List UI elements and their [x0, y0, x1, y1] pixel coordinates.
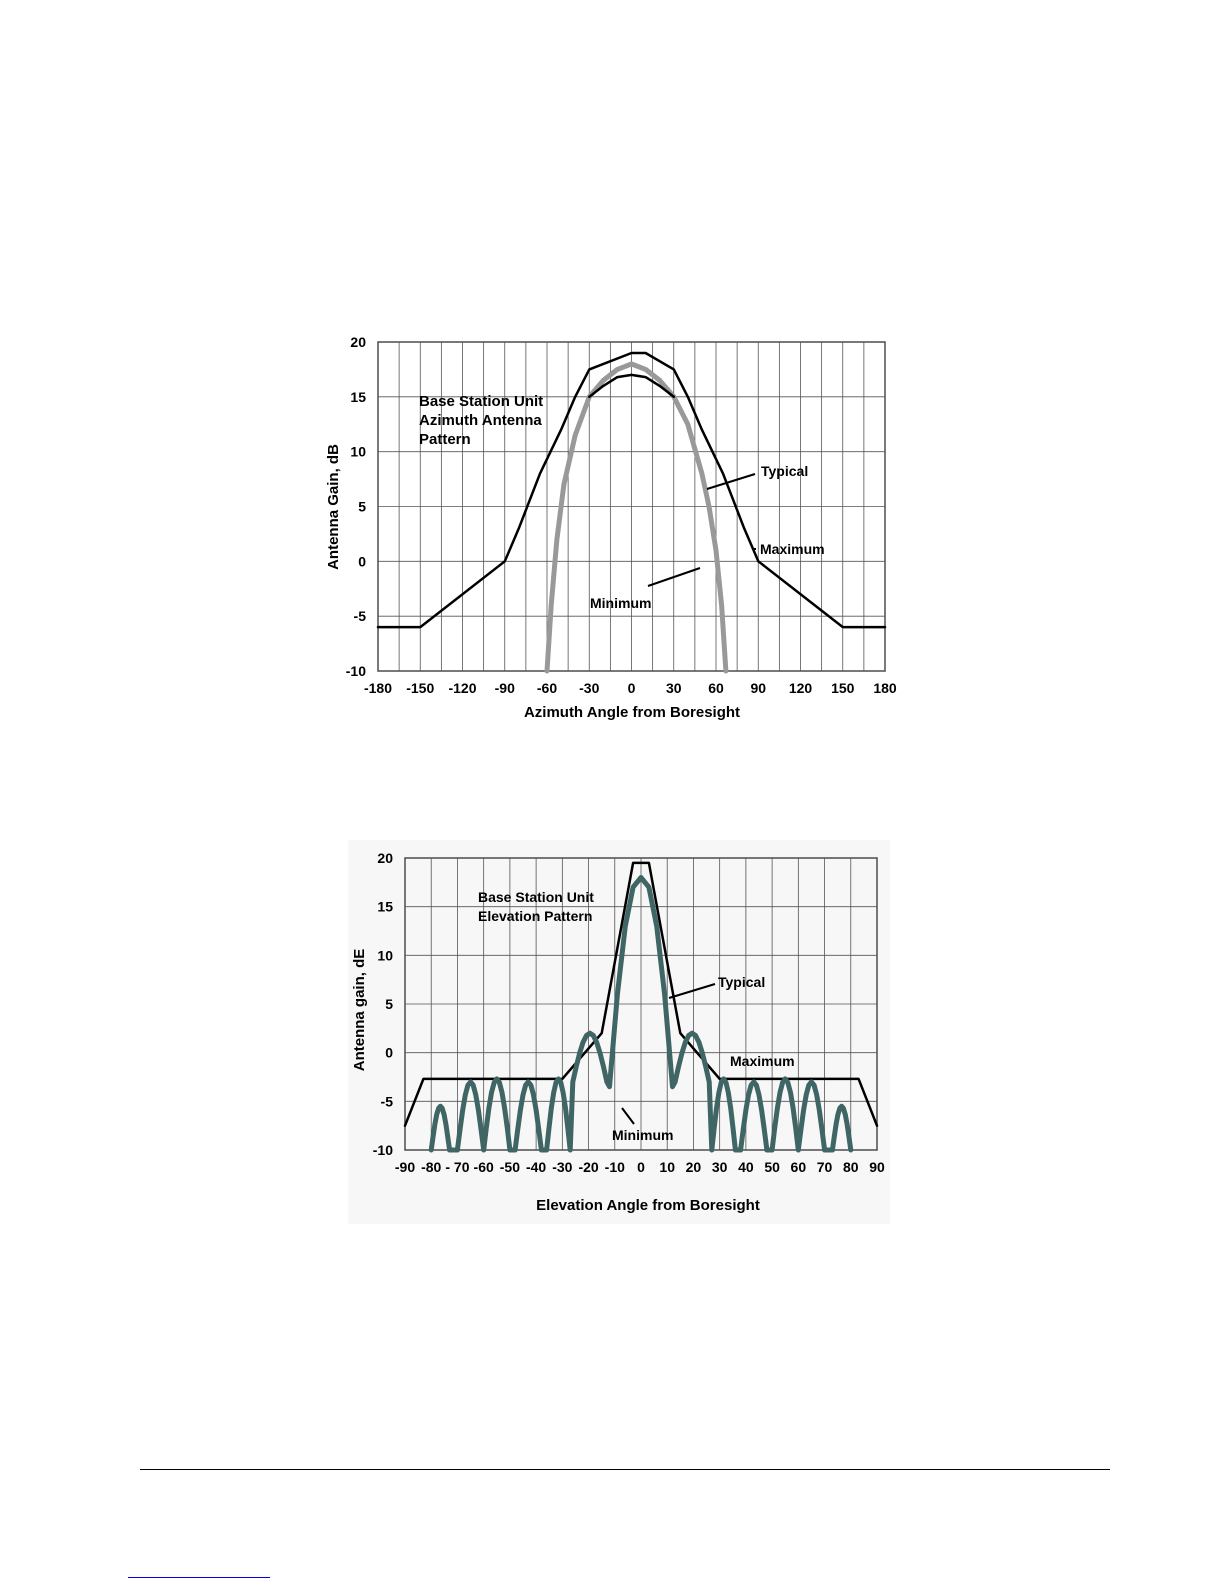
azimuth-title-line-1: Base Station Unit — [419, 393, 543, 410]
x-tick-label: 0 — [637, 1159, 645, 1175]
x-tick-label: -60 — [474, 1159, 494, 1175]
x-tick-label: 120 — [789, 680, 813, 696]
elevation-title-line-1: Base Station Unit — [478, 889, 594, 905]
x-tick-label: -150 — [406, 680, 434, 696]
series-line-minimum — [588, 373, 676, 399]
x-tick-label: -180 — [364, 680, 392, 696]
minimum-leader-line — [621, 1107, 635, 1125]
azimuth-title-line-3: Pattern — [419, 431, 471, 448]
y-tick-label: 5 — [358, 499, 366, 515]
y-tick-label: 5 — [385, 996, 393, 1012]
elevation-series-group — [403, 861, 879, 1153]
x-tick-label: -10 — [605, 1159, 625, 1175]
elevation-title-line-2: Elevation Pattern — [478, 908, 592, 924]
x-tick-label: 30 — [712, 1159, 728, 1175]
x-tick-label: 20 — [686, 1159, 702, 1175]
elevation-y-axis-label: Antenna gain, dE — [351, 949, 368, 1072]
elevation-annotation-maximum: Maximum — [730, 1053, 795, 1069]
x-tick-label: 90 — [750, 680, 766, 696]
x-tick-label: 80 — [843, 1159, 859, 1175]
x-tick-label: 30 — [666, 680, 682, 696]
elevation-annotation-minimum: Minimum — [612, 1127, 673, 1143]
azimuth-grid — [377, 341, 886, 672]
x-tick-label: 50 — [764, 1159, 780, 1175]
azimuth-chart: -180 -150 -120 -90 -60 -30 0 30 60 90 120 150 180-10… — [325, 334, 897, 721]
x-tick-label: 10 — [659, 1159, 675, 1175]
azimuth-series-group — [376, 351, 887, 674]
azimuth-y-axis-label: Antenna Gain, dB — [325, 444, 342, 570]
azimuth-annotation-maximum: Maximum — [760, 541, 825, 557]
x-tick-label: 180 — [873, 680, 897, 696]
y-tick-label: 0 — [358, 553, 366, 569]
series-line-maximum — [403, 861, 879, 1127]
x-tick-label: 60 — [791, 1159, 807, 1175]
elevation-annotations: Typical Maximum Minimum — [612, 974, 795, 1143]
x-tick-label: -120 — [448, 680, 476, 696]
elevation-tick-labels: -90 -80- 70 -60 -50 -40 -30 -20 -10 0 10 20 30 40 50 6… — [373, 850, 885, 1175]
elevation-grid — [404, 857, 878, 1151]
y-tick-label: -10 — [373, 1142, 393, 1158]
x-tick-label: -30 — [579, 680, 599, 696]
x-tick-label: 60 — [708, 680, 724, 696]
y-tick-label: 15 — [350, 389, 366, 405]
azimuth-title-line-2: Azimuth Antenna — [419, 412, 542, 429]
x-tick-label: -60 — [537, 680, 557, 696]
x-tick-label: -50 — [500, 1159, 520, 1175]
x-tick-label: - 70 — [445, 1159, 469, 1175]
y-tick-label: 0 — [385, 1045, 393, 1061]
y-tick-label: -5 — [354, 608, 367, 624]
azimuth-annotations: Typical Maximum Minimum — [590, 463, 825, 611]
typical-leader-line — [668, 983, 716, 999]
x-tick-label: 90 — [869, 1159, 885, 1175]
series-line-maximum — [376, 351, 887, 629]
azimuth-title: Base Station Unit Azimuth Antenna Patter… — [419, 393, 543, 448]
x-tick-label: -30 — [552, 1159, 572, 1175]
x-tick-label: 70 — [817, 1159, 833, 1175]
typical-leader-line — [706, 473, 756, 490]
series-line-typical — [544, 361, 729, 674]
x-tick-label: -80 — [421, 1159, 441, 1175]
elevation-annotation-typical: Typical — [718, 974, 765, 990]
series-line-typical — [428, 875, 854, 1153]
azimuth-annotation-typical: Typical — [761, 463, 808, 479]
y-tick-label: 10 — [377, 947, 393, 963]
x-tick-label: -20 — [578, 1159, 598, 1175]
x-tick-label: 150 — [831, 680, 855, 696]
elevation-title: Base Station Unit Elevation Pattern — [478, 889, 594, 924]
x-tick-label: 0 — [628, 680, 636, 696]
azimuth-tick-labels: -180 -150 -120 -90 -60 -30 0 30 60 90 120 150 180-10… — [346, 334, 897, 696]
elevation-chart: -90 -80- 70 -60 -50 -40 -30 -20 -10 0 10 20 30 40 50 6… — [348, 840, 890, 1224]
elevation-x-axis-label: Elevation Angle from Boresight — [536, 1197, 760, 1214]
y-tick-label: 15 — [377, 899, 393, 915]
footer-link-underline[interactable] — [128, 1577, 270, 1578]
y-tick-label: -5 — [381, 1093, 394, 1109]
x-tick-label: -90 — [395, 1159, 415, 1175]
azimuth-annotation-minimum: Minimum — [590, 595, 651, 611]
x-tick-label: -90 — [495, 680, 515, 696]
minimum-leader-line — [647, 567, 701, 587]
azimuth-x-axis-label: Azimuth Angle from Boresight — [524, 704, 740, 721]
x-tick-label: -40 — [526, 1159, 546, 1175]
footer-divider — [140, 1469, 1110, 1470]
y-tick-label: -10 — [346, 663, 366, 679]
y-tick-label: 20 — [377, 850, 393, 866]
y-tick-label: 20 — [350, 334, 366, 350]
x-tick-label: 40 — [738, 1159, 754, 1175]
y-tick-label: 10 — [350, 444, 366, 460]
